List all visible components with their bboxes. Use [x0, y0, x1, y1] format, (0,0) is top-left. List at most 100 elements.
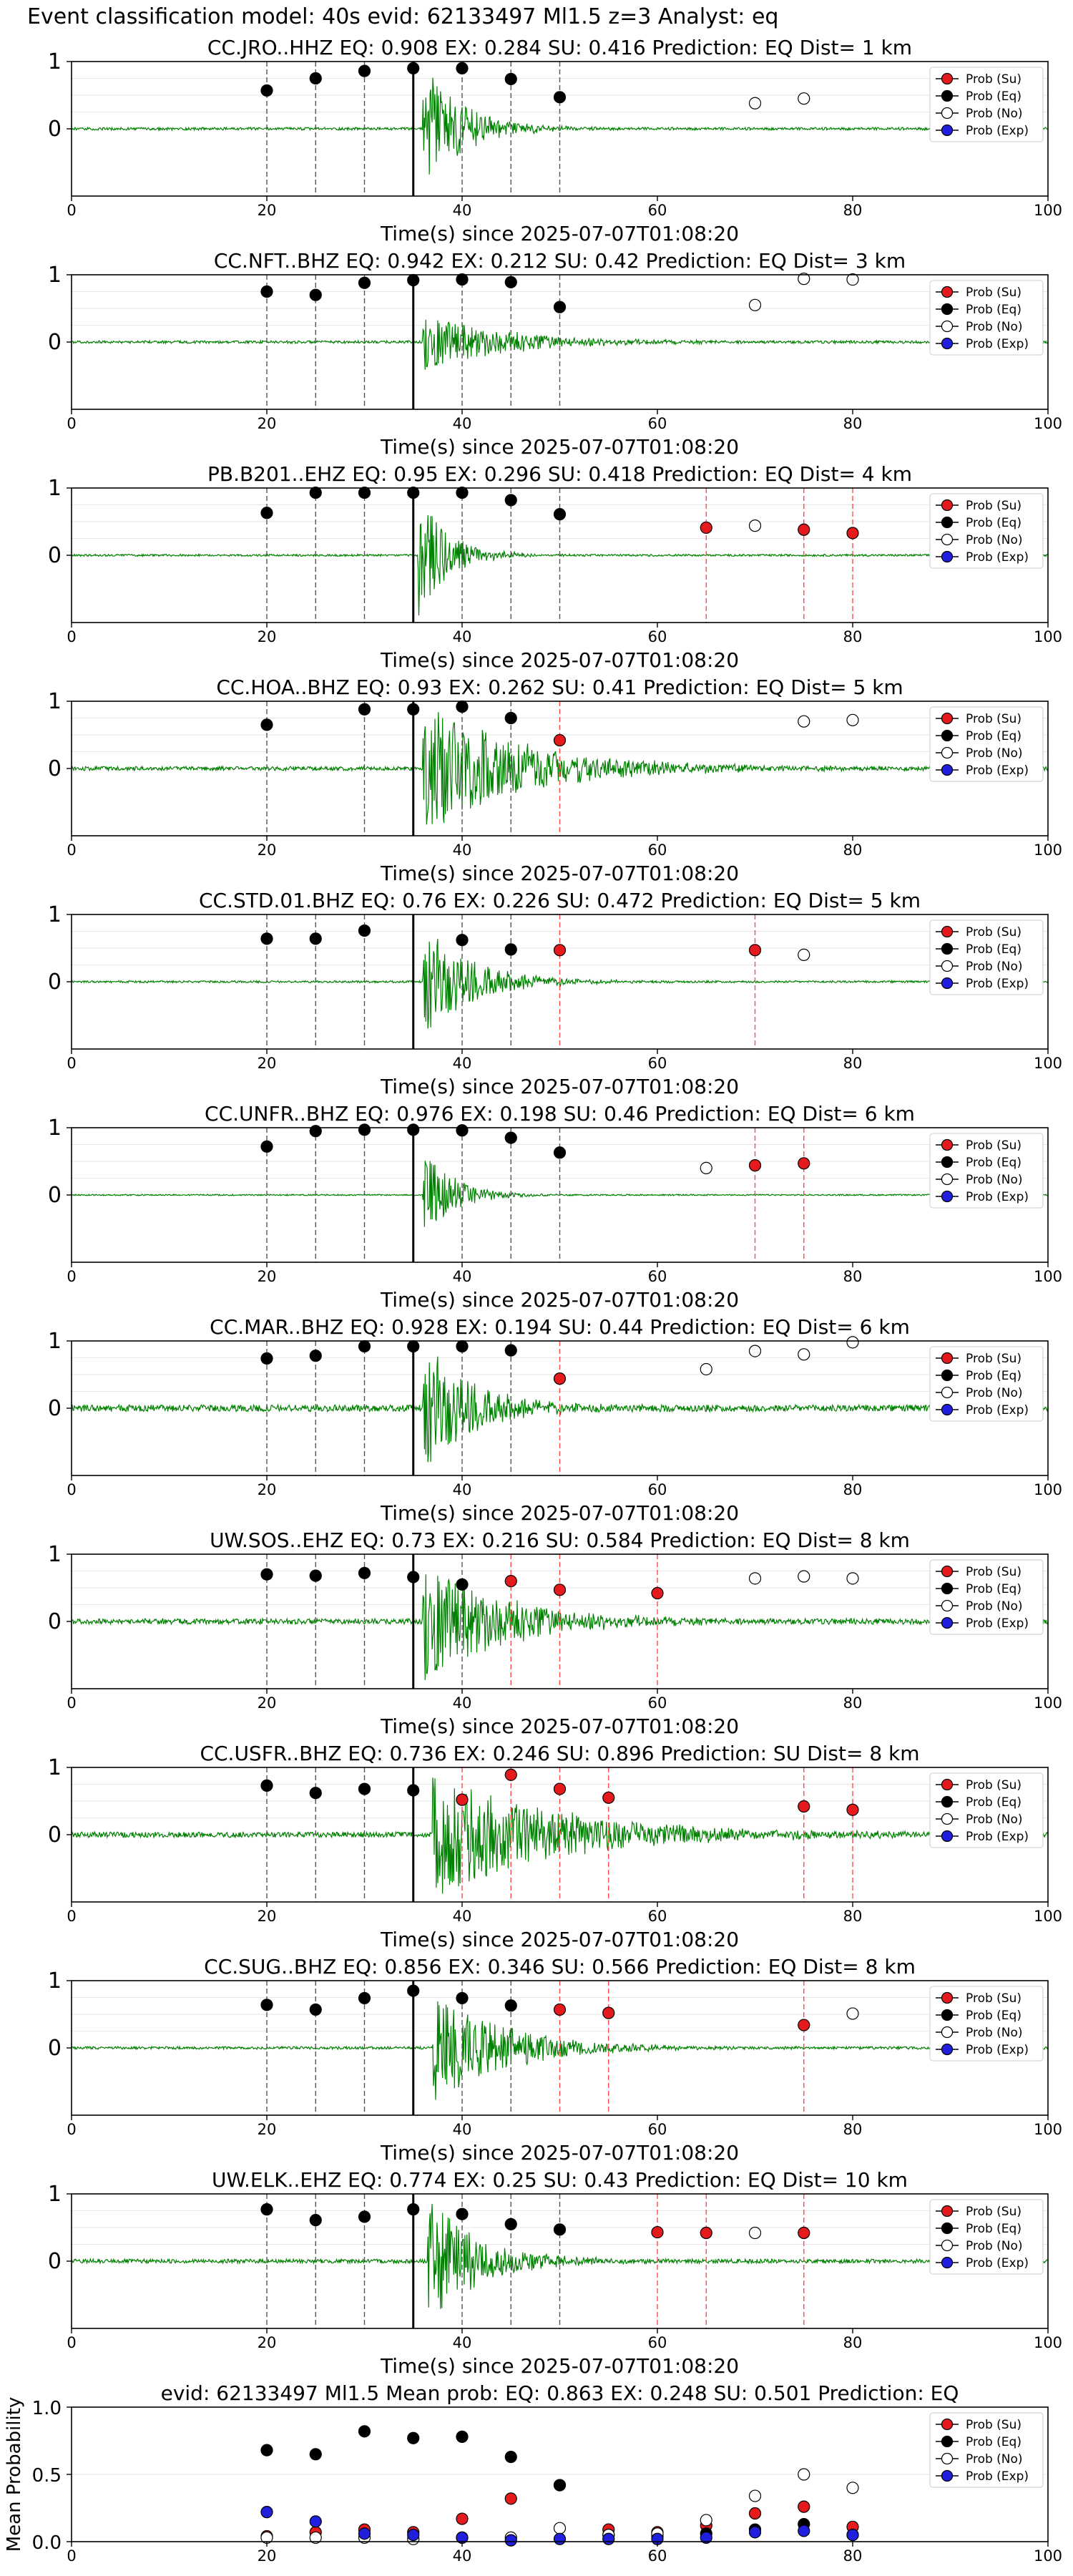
point-prob-eq — [260, 2444, 273, 2457]
x-tick-label: 0 — [67, 2121, 76, 2138]
legend-label: Prob (No) — [966, 2452, 1023, 2467]
point-prob-no — [798, 273, 810, 286]
y-tick-label: 1 — [48, 1968, 62, 1994]
x-tick-label: 20 — [258, 415, 277, 432]
legend-label: Prob (Eq) — [966, 1582, 1021, 1596]
legend-marker — [941, 107, 954, 119]
legend-marker — [941, 977, 954, 990]
point-prob-eq — [407, 1784, 420, 1797]
point-prob-eq — [260, 1352, 273, 1365]
point-prob-eq — [260, 2203, 273, 2216]
point-prob-exp — [846, 2529, 859, 2542]
legend-marker — [941, 1352, 954, 1365]
legend-marker — [941, 942, 954, 955]
legend-label: Prob (No) — [966, 2026, 1023, 2040]
point-prob-su — [798, 2226, 810, 2240]
x-axis-label: Time(s) since 2025-07-07T01:08:20 — [380, 1075, 739, 1098]
point-prob-eq — [260, 718, 273, 731]
x-tick-label: 40 — [453, 1694, 472, 1712]
point-prob-eq — [358, 1991, 371, 2005]
legend-label: Prob (Su) — [966, 1352, 1021, 1366]
point-prob-eq — [309, 2448, 322, 2461]
point-prob-eq — [456, 1991, 469, 2005]
x-tick-label: 20 — [258, 841, 277, 859]
point-prob-eq — [358, 276, 371, 289]
y-tick-label: 1 — [48, 1116, 62, 1141]
x-tick-label: 60 — [648, 1268, 667, 1285]
legend-label: Prob (Eq) — [966, 89, 1021, 104]
x-tick-label: 20 — [258, 202, 277, 219]
x-tick-label: 0 — [67, 415, 76, 432]
x-axis-label: Time(s) since 2025-07-07T01:08:20 — [380, 1288, 739, 1312]
legend-label: Prob (Eq) — [966, 942, 1021, 957]
point-prob-eq — [407, 1340, 420, 1353]
point-prob-eq — [309, 288, 322, 301]
x-tick-label: 80 — [843, 202, 863, 219]
point-prob-su — [504, 1768, 517, 1781]
x-tick-label: 40 — [453, 1908, 472, 1925]
x-tick-label: 60 — [648, 2547, 667, 2565]
point-prob-eq — [358, 703, 371, 716]
point-prob-no — [748, 2489, 762, 2502]
legend-label: Prob (No) — [966, 1813, 1023, 1827]
x-axis-label: Time(s) since 2025-07-07T01:08:20 — [380, 1501, 739, 1525]
point-prob-eq — [456, 1578, 469, 1591]
y-tick-label: 1 — [48, 1755, 62, 1780]
x-tick-label: 60 — [648, 1694, 667, 1712]
point-prob-exp — [358, 2527, 371, 2540]
point-prob-eq — [456, 700, 469, 713]
point-prob-exp — [700, 2531, 712, 2544]
legend-marker — [941, 72, 954, 85]
x-tick-label: 100 — [1034, 841, 1062, 859]
point-prob-eq — [358, 2210, 371, 2223]
panel-title: CC.SUG..BHZ EQ: 0.856 EX: 0.346 SU: 0.56… — [204, 1955, 916, 1979]
main-title: Event classification model: 40s evid: 62… — [27, 4, 779, 29]
legend-label: Prob (Exp) — [966, 1403, 1029, 1418]
legend-box — [929, 1772, 1044, 1848]
y-tick-label: 1 — [48, 902, 62, 927]
legend-label: Prob (Su) — [966, 499, 1021, 513]
point-prob-eq — [309, 932, 322, 945]
legend-label: Prob (No) — [966, 1173, 1023, 1187]
legend-marker — [941, 337, 954, 350]
point-prob-eq — [407, 2431, 420, 2444]
point-prob-no — [798, 948, 810, 962]
point-prob-eq — [504, 72, 517, 86]
point-prob-eq — [504, 275, 517, 288]
x-tick-label: 60 — [648, 841, 667, 859]
legend-label: Prob (Exp) — [966, 763, 1029, 778]
legend-label: Prob (Su) — [966, 1138, 1021, 1153]
point-prob-no — [700, 2514, 712, 2527]
point-prob-eq — [358, 2425, 371, 2438]
x-tick-label: 40 — [453, 628, 472, 645]
point-prob-eq — [553, 2479, 567, 2492]
legend-label: Prob (No) — [966, 107, 1023, 121]
point-prob-su — [798, 1157, 810, 1170]
point-prob-su — [456, 2512, 469, 2525]
point-prob-no — [798, 92, 810, 105]
legend-label: Prob (Eq) — [966, 2435, 1021, 2449]
x-tick-label: 40 — [453, 2334, 472, 2351]
legend-label: Prob (Exp) — [966, 550, 1029, 565]
legend-label: Prob (Exp) — [966, 1830, 1029, 1844]
legend-marker — [941, 1565, 954, 1578]
legend-box — [929, 2199, 1044, 2275]
y-axis-label: Mean Probability — [4, 2397, 25, 2552]
point-prob-no — [846, 1336, 859, 1349]
point-prob-su — [700, 2226, 712, 2240]
panel-7: CC.MAR..BHZ EQ: 0.928 EX: 0.194 SU: 0.44… — [48, 1315, 1062, 1525]
panel-4: CC.HOA..BHZ EQ: 0.93 EX: 0.262 SU: 0.41 … — [48, 675, 1062, 885]
y-tick-label: 0.5 — [32, 2465, 62, 2487]
legend-label: Prob (Su) — [966, 1991, 1021, 2006]
legend-label: Prob (Eq) — [966, 1156, 1021, 1170]
point-prob-su — [748, 2507, 762, 2520]
legend-label: Prob (Eq) — [966, 1369, 1021, 1383]
point-prob-no — [309, 2531, 322, 2544]
point-prob-su — [798, 2019, 810, 2031]
legend-label: Prob (Eq) — [966, 516, 1021, 530]
legend-marker — [941, 516, 954, 529]
point-prob-eq — [309, 2214, 322, 2227]
point-prob-eq — [456, 2430, 469, 2443]
point-prob-exp — [407, 2529, 420, 2542]
x-axis-label: Time(s) since 2025-07-07T01:08:20 — [380, 435, 739, 459]
